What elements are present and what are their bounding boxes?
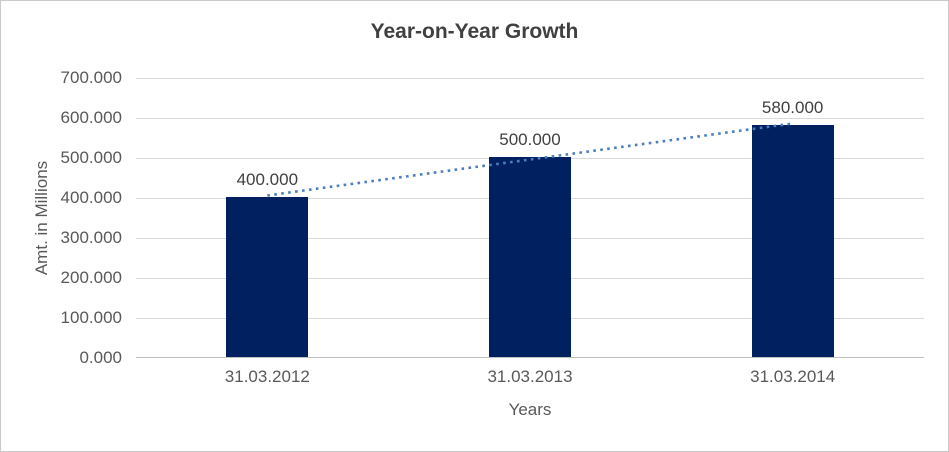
y-tick-label: 500.000 [60,148,122,167]
x-axis-line [136,357,924,358]
y-tick-label: 300.000 [60,228,122,247]
y-tick-label: 400.000 [60,188,122,207]
y-tick-label: 200.000 [60,268,122,287]
x-tick-label: 31.03.2013 [487,367,573,386]
bar-value-label: 580.000 [761,98,824,117]
bar-value-label: 500.000 [499,130,561,149]
bar [226,197,309,357]
x-tick-label: 31.03.2014 [750,367,836,386]
y-axis-title-text: Amt. in Millions [32,160,51,276]
y-tick-label: 600.000 [60,108,122,127]
bar-value-label: 400.000 [236,170,299,189]
x-tick-label: 31.03.2012 [224,367,310,386]
bar [751,125,834,357]
y-tick-label: 700.000 [60,68,122,87]
bar [489,157,571,357]
chart-title: Year-on-Year Growth [370,20,579,43]
y-gridline [136,77,924,79]
y-tick-label: 0.000 [79,348,122,367]
x-axis-title: Years [508,400,552,419]
plot-area: 400.000 500.000 580.000 [136,77,924,358]
y-tick-label: 100.000 [60,308,122,327]
y-gridline [136,117,924,119]
